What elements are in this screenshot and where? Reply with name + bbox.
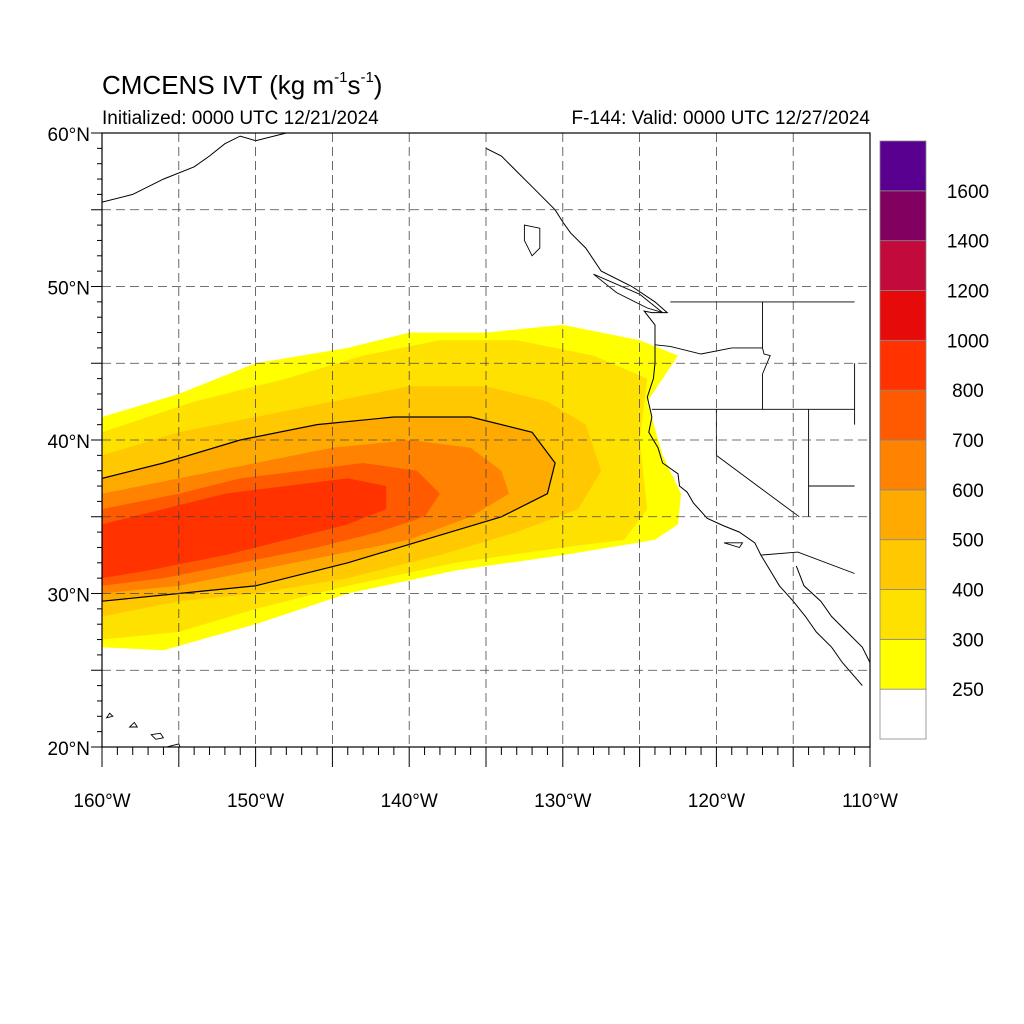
gulf-coastline [795, 565, 870, 663]
colorbar-swatch [879, 140, 927, 192]
lat-label: 20°N [48, 739, 90, 760]
graticule [102, 133, 870, 747]
colorbar-swatch [879, 489, 927, 541]
colorbar-label: 400 [952, 581, 984, 602]
colorbar-swatch [879, 439, 927, 491]
colorbar-label: 1600 [947, 182, 989, 203]
colorbar-label: 600 [952, 481, 984, 502]
lon-label: 160°W [73, 791, 130, 812]
initialized-label: Initialized: 0000 UTC 12/21/2024 [102, 108, 379, 129]
colorbar-swatch [879, 688, 927, 740]
state-border [654, 344, 763, 355]
colorbar-swatch [879, 339, 927, 391]
island [593, 273, 663, 314]
colorbar-swatch [879, 539, 927, 590]
colorbar-label: 300 [952, 630, 984, 651]
colorbar-swatch [879, 240, 927, 291]
colorbar-swatch [879, 190, 927, 242]
alaska-coastline [102, 133, 287, 203]
lon-label: 150°W [227, 791, 284, 812]
island [128, 721, 139, 728]
valid-time-label: F-144: Valid: 0000 UTC 12/27/2024 [571, 108, 870, 129]
colorbar-swatch [879, 638, 927, 690]
state-border [760, 551, 855, 574]
island [150, 732, 165, 740]
lat-label: 60°N [48, 125, 90, 146]
lat-label: 30°N [48, 586, 90, 607]
colorbar-label: 250 [952, 680, 984, 701]
island [105, 712, 114, 719]
lon-label: 110°W [842, 791, 898, 812]
axis-labels: 60°N 50°N 40°N 30°N 20°N 160°W 150°W 140°W 130°W… [48, 125, 898, 812]
island [723, 542, 744, 549]
ivt-shading [102, 324, 682, 651]
colorbar-label: 800 [952, 381, 984, 402]
lon-label: 120°W [688, 791, 745, 812]
colorbar-label: 1400 [947, 232, 989, 253]
colorbar-swatch [879, 589, 927, 640]
lat-label: 50°N [48, 279, 90, 300]
chart-title: CMCENS IVT (kg m-1s-1) [102, 69, 383, 100]
west-coastline [485, 147, 863, 686]
lon-label: 130°W [534, 791, 591, 812]
ivt-contour-500 [102, 416, 556, 602]
state-border [715, 409, 800, 518]
colorbar-label: 1200 [947, 282, 989, 303]
island [523, 224, 541, 257]
colorbar-swatch [879, 290, 927, 341]
colorbar-label: 700 [952, 431, 984, 452]
island [166, 743, 181, 747]
lon-label: 140°W [381, 791, 438, 812]
state-border [762, 301, 771, 375]
colorbar: 250 300 400 500 600 700 800 1000 1200 1400 1600 [879, 140, 989, 740]
colorbar-label: 1000 [947, 331, 989, 352]
colorbar-swatch [879, 389, 927, 441]
axis-ticks [91, 132, 871, 767]
colorbar-label: 500 [952, 531, 984, 552]
ivt-band-800 [102, 478, 387, 579]
lat-label: 40°N [48, 432, 90, 453]
